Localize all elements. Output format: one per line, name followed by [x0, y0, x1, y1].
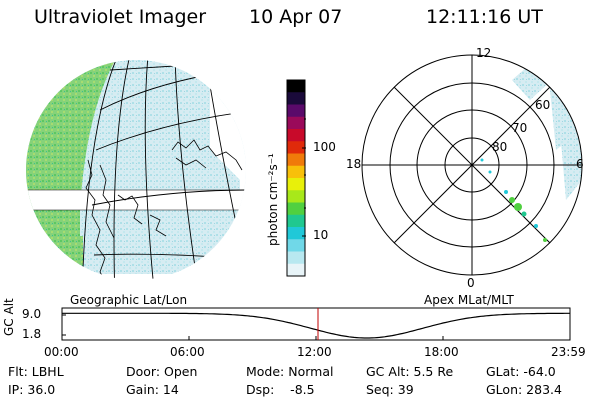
colorbar-segment — [287, 251, 305, 265]
lat-label-60: 60 — [535, 98, 551, 112]
info-ip: IP: 36.0 — [8, 382, 56, 397]
colorbar-segment — [287, 104, 305, 118]
colorbar-frame — [286, 79, 306, 277]
timeline-xtick-2359: 23:59 — [551, 345, 586, 359]
page-title: Ultraviolet Imager — [34, 6, 207, 28]
timeline-ytick-high: 9.0 — [22, 307, 42, 321]
info-door: Door: Open — [126, 364, 198, 379]
colorbar-unit-label: photon cm⁻²s⁻¹ — [266, 153, 280, 246]
colorbar-segment — [287, 92, 305, 105]
info-glon: GLon: 283.4 — [486, 382, 562, 397]
lat-label-70: 70 — [512, 121, 528, 135]
colorbar-segment — [287, 153, 305, 167]
info-gc-alt: GC Alt: 5.5 Re — [366, 364, 454, 379]
colorbar-segment — [287, 129, 305, 142]
mlt-label-18: 18 — [346, 157, 362, 171]
date-label: 10 Apr 07 — [249, 6, 343, 28]
mlt-label-12: 12 — [476, 46, 492, 60]
colorbar-segment — [287, 202, 305, 216]
timeline-xtick-1800: 18:00 — [424, 345, 459, 359]
colorbar-segment — [287, 116, 305, 130]
colorbar-segment — [287, 165, 305, 179]
colorbar — [286, 79, 306, 277]
mlt-label-6: 6 — [576, 157, 584, 171]
auroral-spots — [480, 158, 547, 242]
timeline-xtick-0600: 06:00 — [170, 345, 205, 359]
colorbar-segment — [287, 190, 305, 203]
time-label: 12:11:16 UT — [426, 6, 543, 28]
colorbar-ticks — [302, 118, 306, 237]
colorbar-segment — [287, 80, 305, 93]
info-mode: Mode: Normal — [246, 364, 334, 379]
info-dsp: Dsp: -8.5 — [246, 382, 315, 397]
info-filter: Flt: LBHL — [8, 364, 64, 379]
geo-panel-label: Geographic Lat/Lon — [70, 293, 188, 307]
colorbar-segment — [287, 178, 305, 191]
colorbar-tick-100: 100 — [313, 140, 336, 154]
info-seq: Seq: 39 — [366, 382, 414, 397]
colorbar-tick-10: 10 — [313, 228, 329, 242]
colorbar-segment — [287, 239, 305, 252]
info-glat: GLat: -64.0 — [486, 364, 556, 379]
timeline-plot — [61, 307, 571, 341]
colorbar-segment — [287, 263, 305, 277]
colorbar-segment — [287, 214, 305, 228]
timeline-xtick-1200: 12:00 — [297, 345, 332, 359]
timeline-ylabel: GC Alt — [2, 298, 16, 336]
timeline-xtick-0000: 00:00 — [44, 345, 79, 359]
polar-plot — [361, 54, 583, 276]
polar-panel-label: Apex MLat/MLT — [424, 293, 514, 307]
colorbar-segment — [287, 141, 305, 154]
info-gain: Gain: 14 — [126, 382, 179, 397]
timeline-ytick-low: 1.8 — [22, 327, 42, 341]
colorbar-segment — [287, 227, 305, 240]
lat-label-80: 80 — [492, 140, 508, 154]
mlt-label-0: 0 — [467, 276, 475, 290]
geo-image — [26, 60, 246, 280]
